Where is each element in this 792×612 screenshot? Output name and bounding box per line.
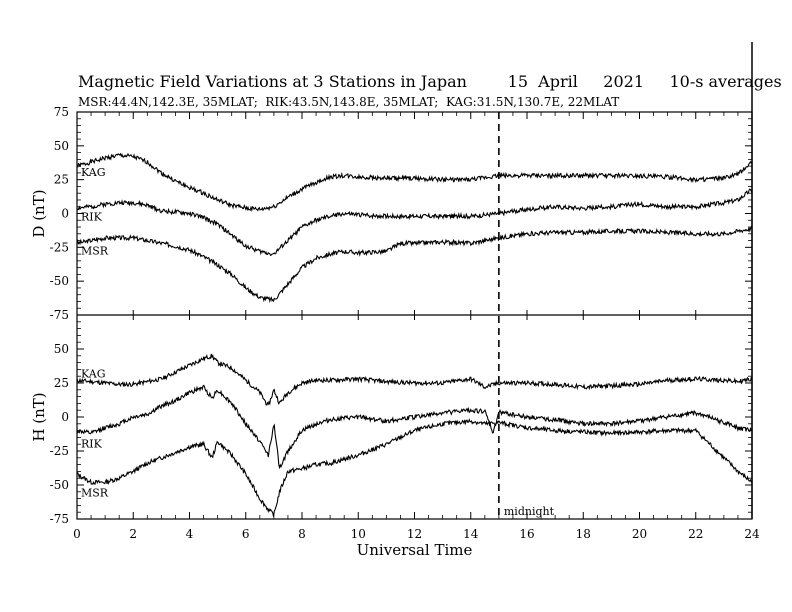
x-tick-label: 12 — [407, 527, 422, 541]
x-tick-label: 10 — [351, 527, 366, 541]
series-label-rik: RIK — [81, 437, 103, 450]
x-tick-label: 18 — [576, 527, 591, 541]
series-line-msr — [76, 418, 753, 517]
y-tick-label: -25 — [50, 240, 69, 254]
title-year: 2021 — [603, 72, 645, 91]
y-tick-label: -50 — [50, 478, 69, 492]
series-label-kag: KAG — [81, 368, 106, 381]
series-label-msr: MSR — [81, 486, 109, 499]
title-averaging: 10-s averages — [669, 72, 782, 91]
x-tick-label: 4 — [186, 527, 194, 541]
midnight-marker: midnight — [498, 112, 555, 519]
x-tick-label: 20 — [632, 527, 647, 541]
series-line-msr — [76, 225, 753, 304]
x-tick-label: 6 — [242, 527, 250, 541]
x-tick-label: 8 — [298, 527, 306, 541]
y-tick-label: -75 — [50, 512, 69, 526]
series-label-rik: RIK — [81, 211, 103, 224]
series-label-msr: MSR — [81, 245, 109, 258]
y-tick-label: 75 — [54, 105, 69, 119]
chart-title: Magnetic Field Variations at 3 Stations … — [78, 72, 782, 91]
x-tick-label: 14 — [463, 527, 479, 541]
y-tick-label: 50 — [54, 139, 69, 153]
y-tick-label: -50 — [50, 274, 69, 288]
series-line-kag — [76, 152, 753, 213]
y-tick-label: 25 — [54, 376, 69, 390]
series-line-kag — [76, 353, 753, 406]
x-tick-label: 0 — [73, 527, 81, 541]
station-coordinates: MSR:44.4N,142.3E, 35MLAT; RIK:43.5N,143.… — [78, 95, 620, 109]
axes-ticks: 75 50 25 0 -25 -50 -75 D (nT) 50 25 0 -25 -50 -75 H (n… — [30, 105, 760, 559]
d-axis-label: D (nT) — [30, 189, 48, 237]
x-tick-label: 22 — [688, 527, 703, 541]
series-line-rik — [76, 188, 753, 257]
y-tick-label: 0 — [61, 410, 69, 424]
d-panel-series: KAG RIK MSR — [76, 152, 753, 304]
series-line-rik — [76, 384, 753, 470]
title-text: Magnetic Field Variations at 3 Stations … — [78, 72, 467, 91]
x-tick-label: 16 — [519, 527, 534, 541]
y-tick-label: 50 — [54, 342, 69, 356]
y-tick-label: -25 — [50, 444, 69, 458]
h-panel-series: KAG RIK MSR — [76, 353, 753, 517]
title-date: 15 April — [507, 72, 578, 91]
y-tick-label: -75 — [50, 308, 69, 322]
x-tick-label: 2 — [129, 527, 137, 541]
y-tick-label: 0 — [61, 207, 69, 221]
midnight-label: midnight — [504, 505, 555, 518]
x-tick-label: 24 — [744, 527, 760, 541]
series-label-kag: KAG — [81, 166, 106, 179]
y-tick-label: 25 — [54, 173, 69, 187]
x-axis-label: Universal Time — [357, 541, 473, 559]
h-axis-label: H (nT) — [30, 392, 48, 441]
